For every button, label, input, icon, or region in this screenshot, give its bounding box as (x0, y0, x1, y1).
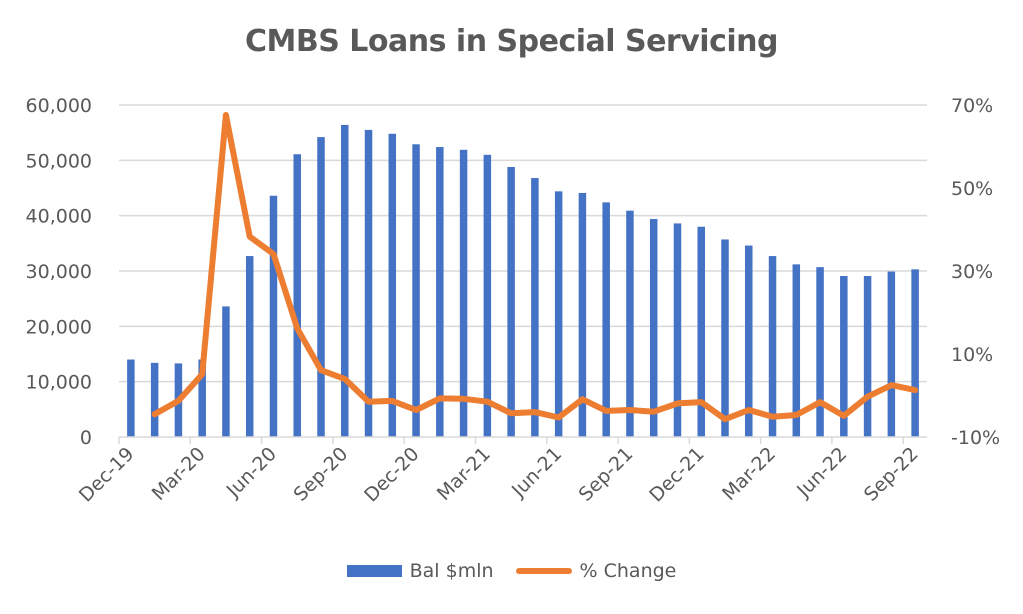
bar-series-bal-mln (127, 124, 919, 438)
y-tick-label: 0 (80, 427, 92, 449)
bar (293, 154, 301, 437)
chart-title: CMBS Loans in Special Servicing (245, 24, 778, 59)
y2-tick-label: 50% (951, 178, 993, 200)
y-tick-label: 40,000 (26, 206, 92, 228)
bar (412, 144, 420, 437)
bar (578, 192, 587, 437)
line-series-pct-change (151, 112, 919, 423)
line-swatch-icon (515, 568, 572, 574)
bar (602, 202, 610, 437)
y-tick-label: 30,000 (26, 261, 92, 283)
gridlines (119, 104, 927, 383)
y2-tick-label: 70% (951, 95, 993, 117)
bar-swatch-icon (346, 565, 402, 577)
bar (364, 129, 373, 437)
x-tick-label: Dec-20 (360, 443, 424, 507)
bar (507, 166, 515, 437)
bar (887, 271, 896, 437)
bar (863, 275, 872, 437)
x-tick-label: Mar-21 (433, 443, 495, 505)
bar (269, 195, 278, 437)
bar (436, 147, 444, 437)
x-tick-label: Jun-21 (507, 443, 566, 502)
y2-tick-label: 10% (951, 344, 993, 366)
bar (531, 178, 539, 438)
x-tick-label: Dec-19 (75, 443, 139, 507)
bar (673, 223, 682, 437)
bar (649, 218, 658, 437)
x-tick-label: Mar-22 (718, 443, 780, 505)
legend-item-pct-change: % Change (515, 560, 677, 582)
bar (792, 264, 801, 437)
bar (768, 256, 777, 437)
y-axis-left-labels: 0 10,000 20,000 30,000 40,000 50,000 60,000 (26, 95, 92, 449)
y-tick-label: 60,000 (26, 95, 92, 117)
x-tick-label: Sep-21 (575, 443, 638, 506)
bar (198, 359, 206, 437)
y-tick-label: 50,000 (26, 150, 92, 172)
legend-label-bal-mln: Bal $mln (409, 560, 494, 582)
y-tick-label: 20,000 (26, 316, 92, 338)
bar (721, 239, 729, 437)
bar (317, 137, 325, 438)
legend-label-pct-change: % Change (579, 560, 677, 582)
y2-tick-label: -10% (951, 427, 1000, 449)
bar (341, 124, 349, 438)
bar (554, 191, 563, 437)
x-tick-label: Jun-20 (222, 443, 281, 502)
y-axis-right-labels: -10% 10% 30% 50% 70% (951, 95, 1000, 449)
bar (150, 362, 159, 437)
bar (745, 245, 753, 437)
x-tick-label: Jun-22 (792, 443, 851, 502)
legend: Bal $mln % Change (0, 560, 1023, 582)
x-tick-label: Sep-22 (860, 443, 923, 506)
bar (222, 306, 230, 437)
bar (911, 269, 919, 437)
bar (483, 154, 492, 438)
x-axis-labels: Dec-19 Mar-20 Jun-20 Sep-20 Dec-20 Mar-21 Jun-… (75, 443, 923, 507)
bar (626, 210, 634, 437)
bar (127, 359, 135, 437)
y-tick-label: 10,000 (26, 372, 92, 394)
y2-tick-label: 30% (951, 261, 993, 283)
bar (459, 149, 468, 437)
bar (816, 267, 824, 437)
bar (245, 256, 254, 437)
bar (388, 133, 397, 438)
bar (697, 226, 705, 437)
x-tick-label: Dec-21 (645, 443, 709, 507)
x-tick-label: Sep-20 (289, 443, 352, 506)
x-axis (118, 436, 927, 444)
pct-change-line (151, 112, 919, 423)
legend-item-bal-mln: Bal $mln (346, 560, 494, 582)
x-tick-label: Mar-20 (148, 443, 210, 505)
bar (840, 275, 848, 437)
